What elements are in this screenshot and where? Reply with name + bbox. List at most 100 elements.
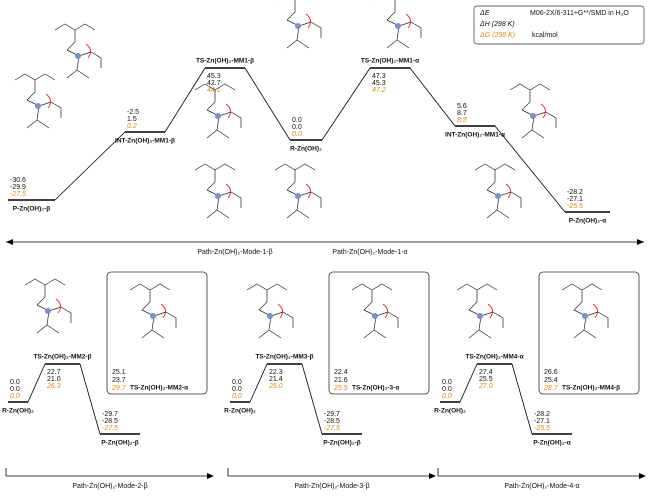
molecule (351, 283, 399, 339)
electron-arrow (225, 103, 231, 119)
energy-value: 0.0 (292, 131, 302, 138)
molecule (129, 283, 177, 339)
arrow-head (639, 473, 646, 479)
state-label: P-Zn(OH)₂-β (101, 440, 139, 447)
state-label: R-Zn(OH)₂ (2, 408, 34, 415)
energy-value: -29.9 (10, 184, 26, 191)
energy-value: 27.4 (479, 369, 493, 376)
energy-value: -28.5 (102, 418, 118, 425)
connector (164, 67, 206, 133)
energy-value: -27.5 (324, 425, 340, 432)
inset-box (106, 271, 208, 395)
energy-value: 1.5 (127, 116, 137, 123)
zinc-atom (215, 113, 221, 119)
energy-value: 47.3 (372, 73, 386, 80)
energy-value: 0.0 (10, 393, 20, 400)
state-label: R-Zn(OH)₂ (434, 408, 466, 415)
energy-value: -25.5 (567, 203, 583, 210)
energy-value: 28.7 (543, 385, 559, 392)
arrow-head (6, 239, 13, 245)
state-label: TS-Zn(OH)₂-MM3-β (255, 354, 313, 361)
energy-value: -2.5 (127, 109, 139, 116)
molecule (274, 163, 322, 219)
energy-value: 0.0 (232, 393, 242, 400)
energy-value: -27.5 (102, 425, 118, 432)
molecule (561, 283, 609, 339)
state-label: TS-Zn(OH)₂-3-α (352, 385, 399, 392)
energy-value: 29.7 (111, 385, 127, 392)
connector (249, 363, 268, 403)
energy-value: -28.2 (534, 411, 550, 418)
energy-value: -27.5 (10, 191, 26, 198)
zinc-atom (295, 193, 301, 199)
state-label: TS-Zn(OH)₂-MM1-α (361, 58, 419, 65)
energy-value: 25.4 (544, 377, 558, 384)
path-label: Path-Zn(OH)₂-Mode-1-α (332, 249, 407, 256)
electron-arrow (45, 93, 51, 109)
arrow-head (207, 473, 214, 479)
electron-arrow (277, 303, 283, 319)
path-label: Path-Zn(OH)₂-Mode-2-β (72, 483, 147, 490)
electron-arrow (505, 183, 511, 199)
energy-value: 8.3 (457, 117, 467, 124)
zinc-atom (267, 313, 273, 319)
energy-value: 23.7 (112, 377, 126, 384)
energy-value: 26.6 (544, 369, 558, 376)
zinc-atom (75, 53, 81, 59)
state-label: P-Zn(OH)₂-β (13, 206, 51, 213)
molecule (456, 283, 504, 339)
energy-value: 21.0 (47, 376, 61, 383)
connector (301, 363, 323, 435)
state-label: P-Zn(OH)₂-β (323, 440, 361, 447)
electron-arrow (592, 303, 598, 319)
zinc-atom (495, 193, 501, 199)
legend-box (473, 5, 645, 45)
energy-value: 0.0 (442, 379, 452, 386)
energy-value: 22.7 (47, 369, 61, 376)
energy-value: -30.6 (10, 177, 26, 184)
energy-value: 44.1 (207, 87, 221, 94)
electron-arrow (305, 13, 311, 29)
state-label: TS-Zn(OH)₂-MM2-α (130, 385, 188, 392)
energy-value: -27.1 (567, 196, 583, 203)
energy-value: -28.5 (324, 418, 340, 425)
state-label: TS-Zn(OH)₂-MM1-β (196, 58, 254, 65)
molecule (246, 283, 294, 339)
energy-value: 45.3 (372, 80, 386, 87)
electron-arrow (85, 43, 91, 59)
energy-value: 25.5 (333, 385, 348, 392)
arrow-head (637, 239, 644, 245)
inset-box (328, 271, 430, 395)
legend-de: ΔE (479, 10, 490, 17)
path-label: Path-Zn(OH)₂-Mode-3-β (294, 483, 369, 490)
energy-value: 25.1 (112, 369, 126, 376)
state-label: TS-Zn(OH)₂-MM2-β (33, 354, 91, 361)
electron-arrow (405, 13, 411, 29)
energy-value: -28.2 (567, 189, 583, 196)
energy-value: 0.0 (292, 124, 302, 131)
energy-value: 0.0 (10, 386, 20, 393)
energy-value: 0.0 (10, 379, 20, 386)
electron-arrow (487, 303, 493, 319)
energy-value: 0.0 (442, 393, 452, 400)
energy-value: 0.2 (127, 123, 137, 130)
electron-arrow (55, 298, 61, 314)
electron-arrow (540, 103, 546, 119)
zinc-atom (395, 23, 401, 29)
connector (54, 131, 126, 201)
molecule (24, 278, 72, 334)
zinc-atom (295, 23, 301, 29)
zinc-atom (530, 113, 536, 119)
energy-value: 22.3 (269, 369, 283, 376)
path-label: Path-Zn(OH)₂-Mode-1-β (197, 249, 272, 256)
state-label: P-Zn(OH)₂-α (569, 218, 607, 225)
electron-arrow (225, 183, 231, 199)
energy-value: 25.5 (479, 376, 493, 383)
zinc-atom (215, 193, 221, 199)
state-label: INT-Zn(OH)₂-MM1-α (445, 132, 505, 139)
electron-arrow (382, 303, 388, 319)
state-label: R-Zn(OH)₂ (290, 146, 322, 153)
legend-dg: ΔG (298 K) (479, 32, 515, 39)
molecule (194, 163, 242, 219)
energy-value: -25.5 (534, 425, 550, 432)
